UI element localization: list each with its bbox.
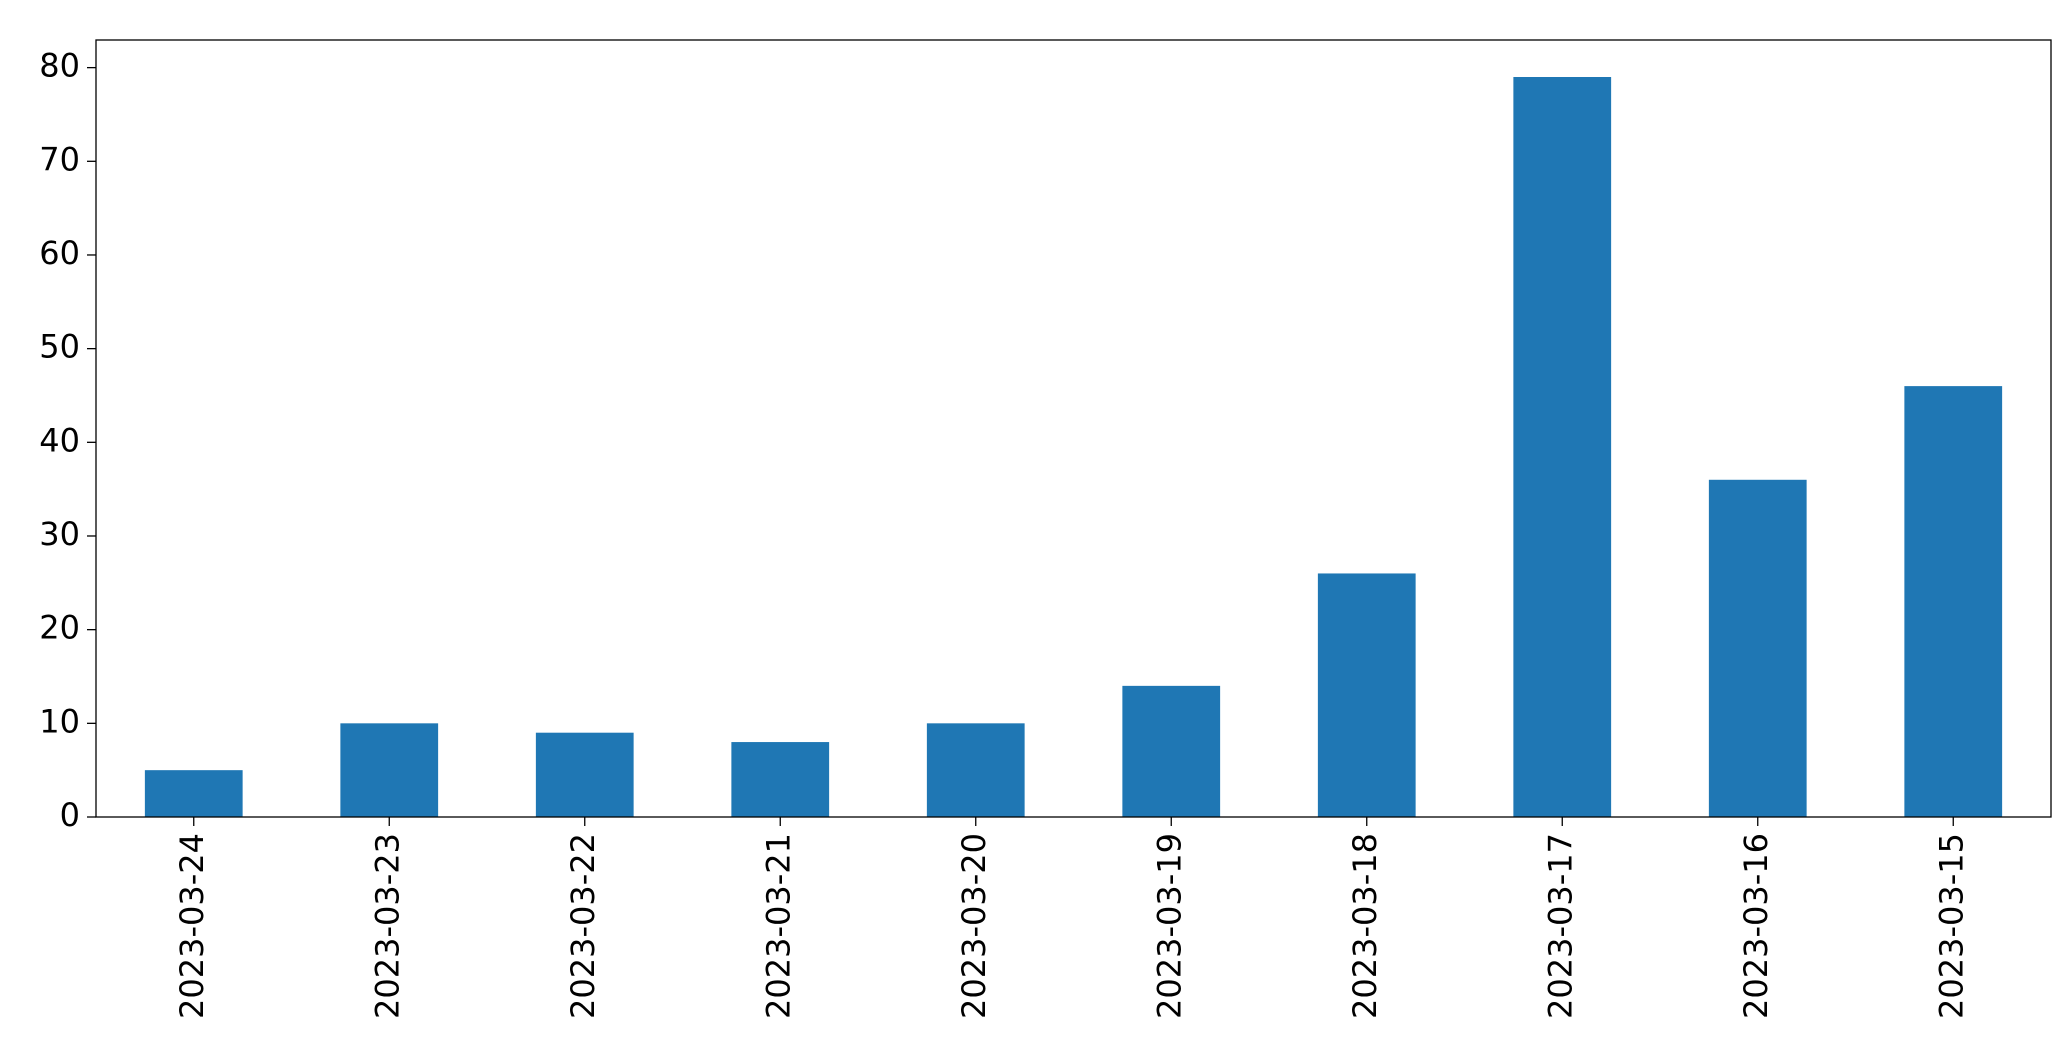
plot-frame [95,39,2052,818]
bar [1317,573,1416,817]
x-tick-label: 2023-03-17 [1541,833,1579,1019]
bar [340,723,439,817]
x-tick-label: 2023-03-19 [1150,833,1188,1019]
y-tick-label: 30 [39,515,80,553]
bar [1122,685,1221,817]
y-tick-label: 60 [39,234,80,272]
y-tick-label: 40 [39,421,80,459]
x-tick-label: 2023-03-16 [1737,833,1775,1019]
x-tick-label: 2023-03-23 [368,833,406,1019]
y-tick-label: 20 [39,609,80,647]
bar [1708,479,1807,817]
x-tick-label: 2023-03-18 [1346,833,1384,1019]
bar [731,742,830,817]
y-tick-label: 70 [39,140,80,178]
y-tick-label: 50 [39,328,80,366]
x-tick-label: 2023-03-22 [564,833,602,1019]
y-tick-label: 10 [39,702,80,740]
bar [1513,77,1612,817]
bar [1904,386,2003,817]
bar [926,723,1025,817]
y-tick-label: 0 [60,796,80,834]
x-tick-label: 2023-03-20 [955,833,993,1019]
bar [535,732,634,817]
y-tick-label: 80 [39,47,80,85]
x-tick-label: 2023-03-21 [759,833,797,1019]
x-tick-label: 2023-03-15 [1932,833,1970,1019]
bar [144,770,243,817]
x-tick-label: 2023-03-24 [173,833,211,1019]
